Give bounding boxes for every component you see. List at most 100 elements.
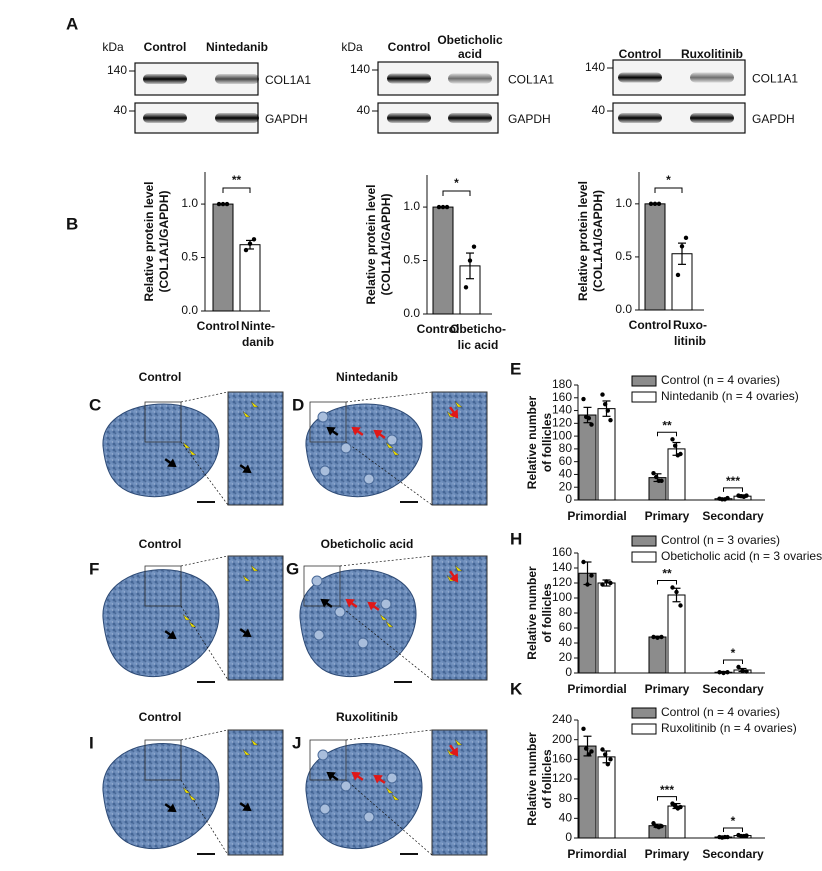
significance-label: ** <box>662 567 672 581</box>
data-point <box>659 634 664 640</box>
blot-band <box>448 113 492 123</box>
blot-band <box>618 113 662 123</box>
significance-bracket <box>723 487 743 492</box>
follicle <box>311 575 323 587</box>
arrow <box>164 458 177 468</box>
ovary-section <box>102 743 220 850</box>
panel-title: Ruxolitinib <box>336 710 398 724</box>
lane-label: Control <box>619 47 662 61</box>
follicle <box>319 803 331 815</box>
inset <box>431 729 488 856</box>
blot-band <box>448 73 492 84</box>
significance-label: *** <box>660 783 674 797</box>
y-tick-label: 120 <box>552 771 572 785</box>
arrow-head <box>367 601 377 611</box>
y-tick-label: 140 <box>552 560 572 574</box>
y-tick-label: 40 <box>559 811 573 825</box>
panel-title: Nintedanib <box>336 370 398 384</box>
data-point <box>674 589 679 595</box>
ovary-section <box>102 569 220 678</box>
inset <box>431 391 488 506</box>
data-point <box>670 437 675 442</box>
blot-band <box>387 73 431 84</box>
follicle <box>313 629 325 641</box>
blot-unit: kDa <box>341 40 363 54</box>
inset <box>227 391 284 506</box>
arrow-head <box>373 429 383 439</box>
error-bar <box>583 406 592 424</box>
y-tick-label: 120 <box>552 416 572 430</box>
panel-label: E <box>510 359 521 378</box>
follicle <box>317 749 329 761</box>
blot-band <box>618 72 662 83</box>
panel-label: D <box>292 395 304 414</box>
bar <box>648 636 667 674</box>
y-tick-label: 40 <box>559 635 573 649</box>
arrow-head <box>345 598 355 608</box>
x-tick-label: lic acid <box>458 338 499 352</box>
data-point <box>651 634 656 640</box>
follicle <box>334 606 346 618</box>
data-point <box>740 668 745 673</box>
bar <box>578 414 597 501</box>
marker-label: 140 <box>107 63 127 77</box>
x-tick-label: Secondary <box>702 509 764 523</box>
legend-label: Control (n = 4 ovaries) <box>661 705 780 719</box>
arrow <box>351 426 364 436</box>
y-axis-label: Relative number <box>525 395 539 489</box>
zoom-line <box>180 779 229 856</box>
significance-bracket <box>723 659 743 664</box>
arrow <box>367 601 380 611</box>
y-tick-label: 120 <box>552 575 572 589</box>
x-tick-label: Primary <box>645 682 690 696</box>
y-tick-label: 40 <box>559 467 573 481</box>
marker-arrowhead <box>385 621 394 628</box>
significance-label: ** <box>662 418 672 432</box>
marker-label: 40 <box>114 103 128 117</box>
protein-label: GAPDH <box>508 112 551 126</box>
y-tick-label: 1.0 <box>181 196 198 210</box>
y-tick-label: 0.0 <box>181 303 198 317</box>
panel-title: Control <box>139 710 182 724</box>
legend-swatch <box>631 723 657 735</box>
blot-band <box>690 72 734 83</box>
arrow-head <box>351 771 361 781</box>
arrow <box>164 803 177 813</box>
panel-label: H <box>510 529 522 548</box>
follicle <box>357 637 369 649</box>
data-point <box>216 201 222 207</box>
bar <box>578 745 597 839</box>
zoom-line <box>180 391 229 403</box>
y-tick-label: 0.0 <box>403 306 420 320</box>
arrow <box>351 771 364 781</box>
data-point <box>600 392 605 397</box>
y-tick-label: 1.0 <box>615 196 632 210</box>
blot-band <box>215 74 259 84</box>
marker-arrowhead <box>182 614 191 621</box>
data-point <box>600 747 605 752</box>
marker-arrowhead <box>242 411 251 418</box>
data-point <box>608 580 613 586</box>
bar <box>578 572 597 674</box>
data-point <box>744 669 749 674</box>
data-point <box>581 726 586 732</box>
marker-arrowhead <box>250 739 259 746</box>
data-point <box>675 272 681 278</box>
zoom-line <box>345 729 433 741</box>
y-tick-label: 0.5 <box>403 253 420 267</box>
data-point <box>581 559 586 565</box>
significance-bracket <box>657 431 677 437</box>
data-point <box>589 422 594 427</box>
follicle <box>340 780 352 792</box>
legend-label: Control (n = 3 ovaries) <box>661 533 780 547</box>
data-point <box>656 201 662 207</box>
y-tick-label: 100 <box>552 428 572 442</box>
follicle <box>386 434 398 446</box>
zoom-box <box>144 739 182 781</box>
data-point <box>659 478 664 484</box>
legend-label: Obeticholic acid (n = 3 ovaries) <box>661 549 822 563</box>
y-tick-label: 60 <box>559 454 573 468</box>
inset <box>227 729 284 856</box>
y-axis-label: (COL1A1/GAPDH) <box>379 193 393 295</box>
data-point <box>721 670 726 676</box>
